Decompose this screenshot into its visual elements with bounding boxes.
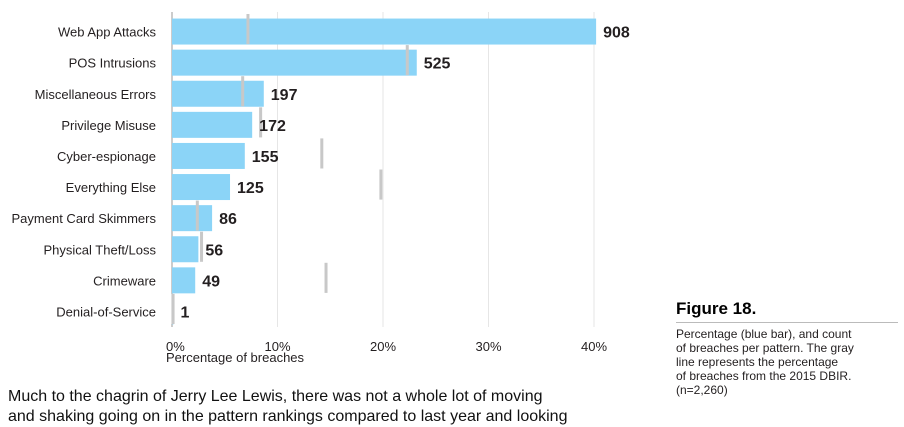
- x-tick-label: 10%: [264, 339, 290, 354]
- category-label: Physical Theft/Loss: [44, 242, 157, 257]
- previous-year-marker: [246, 14, 250, 45]
- bar: [172, 111, 253, 138]
- category-label: Miscellaneous Errors: [35, 87, 157, 102]
- x-tick-labels: 0% 10% 20% 30% 40%: [166, 339, 607, 354]
- figure-caption: Percentage (blue bar), and count of brea…: [676, 327, 854, 397]
- value-label: 56: [205, 242, 223, 259]
- bar: [172, 174, 231, 201]
- previous-year-marker: [259, 107, 263, 138]
- category-label: Web App Attacks: [58, 25, 157, 40]
- category-label: Payment Card Skimmers: [12, 211, 157, 226]
- value-label: 155: [252, 149, 279, 166]
- value-label: 86: [219, 211, 237, 228]
- previous-year-markers: [171, 14, 409, 324]
- value-label: 49: [202, 273, 220, 290]
- previous-year-marker: [241, 76, 245, 107]
- previous-year-marker: [195, 200, 199, 231]
- value-label: 525: [424, 56, 451, 73]
- bar-chart: Web App Attacks POS Intrusions Miscellaneo…: [12, 12, 630, 365]
- bar: [172, 49, 417, 76]
- previous-year-marker: [405, 45, 409, 76]
- category-label: Everything Else: [66, 180, 156, 195]
- x-tick-label: 20%: [370, 339, 396, 354]
- previous-year-marker: [171, 293, 175, 324]
- value-label: 908: [603, 25, 630, 42]
- x-tick-label: 30%: [475, 339, 501, 354]
- figure-title: Figure 18.: [676, 299, 757, 318]
- bars: [172, 18, 597, 325]
- category-label: Crimeware: [93, 273, 156, 288]
- bar: [172, 205, 213, 232]
- category-labels: Web App Attacks POS Intrusions Miscellaneo…: [12, 25, 157, 320]
- x-axis-label: Percentage of breaches: [166, 350, 305, 365]
- previous-year-marker: [379, 169, 383, 200]
- x-tick-label: 40%: [581, 339, 607, 354]
- previous-year-marker: [200, 231, 204, 262]
- category-label: POS Intrusions: [69, 56, 157, 71]
- previous-year-marker: [324, 262, 328, 293]
- bar: [172, 18, 597, 45]
- x-tick-label: 0%: [166, 339, 185, 354]
- figure-divider: [676, 322, 898, 323]
- category-label: Privilege Misuse: [61, 118, 156, 133]
- value-label: 125: [237, 180, 264, 197]
- previous-year-marker: [320, 138, 324, 169]
- value-label: 1: [181, 304, 190, 321]
- bar: [172, 236, 199, 263]
- bar: [172, 80, 264, 107]
- body-text: Much to the chagrin of Jerry Lee Lewis, …: [8, 388, 568, 425]
- category-label: Denial-of-Service: [56, 304, 156, 319]
- bar: [172, 142, 245, 169]
- value-label: 172: [259, 118, 286, 135]
- value-label: 197: [271, 87, 298, 104]
- bar: [172, 267, 196, 294]
- category-label: Cyber-espionage: [57, 149, 156, 164]
